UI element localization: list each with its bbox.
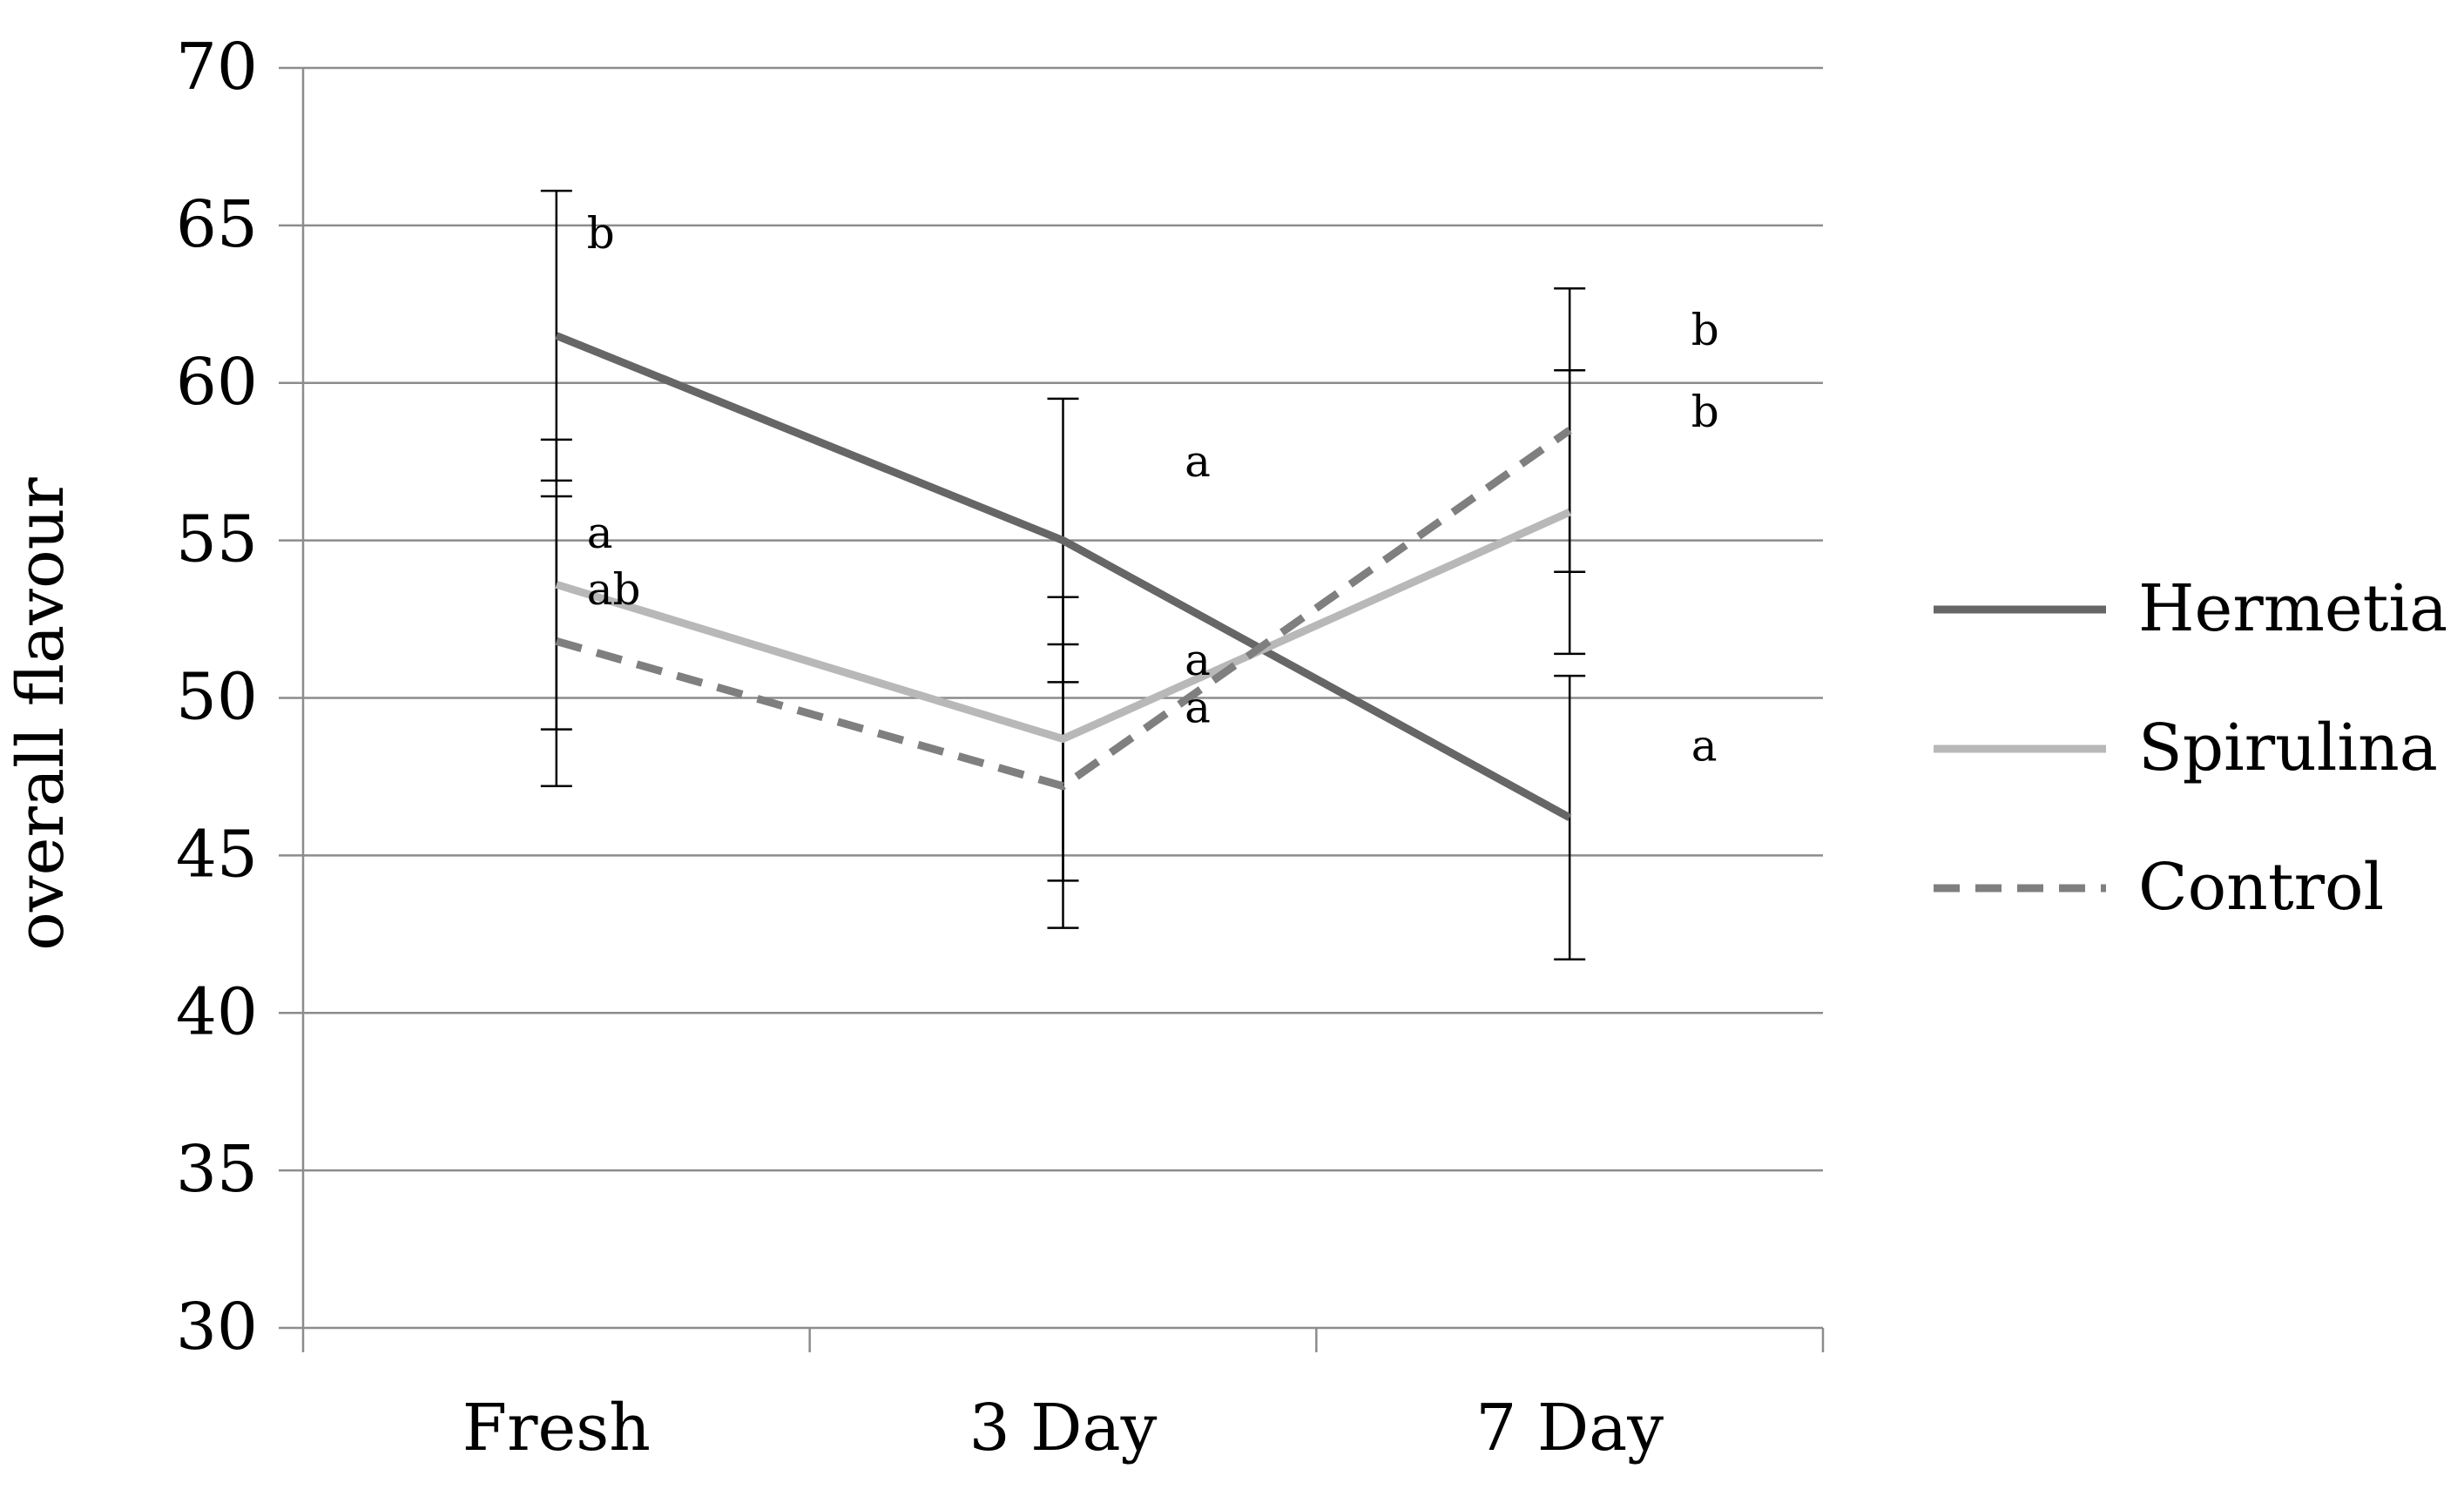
y-tick-label: 45 [176, 817, 258, 892]
y-tick-label: 50 [176, 660, 258, 735]
y-tick-label: 55 [176, 502, 258, 577]
x-tick-label: 3 Day [969, 1391, 1158, 1465]
axes [301, 68, 1825, 1352]
significance-label: a [1185, 436, 1211, 487]
grid-lines [279, 66, 1823, 1330]
legend-label-spirulina: Spirulina [2138, 711, 2438, 785]
legend: Hermetia Spirulina Control [1934, 571, 2447, 925]
significance-label: b [1691, 387, 1719, 437]
y-tick-label: 30 [176, 1290, 258, 1364]
y-tick-label: 40 [176, 974, 258, 1049]
series-line-control [555, 427, 1572, 791]
significance-label: b [1691, 305, 1719, 355]
legend-label-control: Control [2138, 850, 2384, 925]
legend-label-hermetia: Hermetia [2138, 571, 2447, 646]
y-tick-labels: 30 35 40 45 50 55 60 65 70 [176, 30, 258, 1364]
significance-label: a [587, 508, 613, 558]
y-tick-label: 60 [176, 345, 258, 420]
significance-label: a [1185, 635, 1211, 685]
x-tick-label: 7 Day [1475, 1391, 1664, 1465]
y-axis-title: overall flavour [3, 477, 78, 951]
x-tick-labels: Fresh 3 Day 7 Day [462, 1391, 1664, 1465]
series-line-hermetia [555, 332, 1572, 821]
series-lines [555, 332, 1572, 821]
y-tick-label: 65 [176, 187, 258, 262]
y-tick-label: 35 [176, 1132, 258, 1207]
significance-label: a [1185, 682, 1211, 732]
x-tick-label: Fresh [462, 1391, 651, 1465]
significance-label: b [587, 208, 615, 259]
significance-label: ab [587, 564, 641, 615]
series-line-spirulina [555, 508, 1572, 744]
significance-label: a [1691, 721, 1718, 771]
y-tick-label: 70 [176, 30, 258, 104]
